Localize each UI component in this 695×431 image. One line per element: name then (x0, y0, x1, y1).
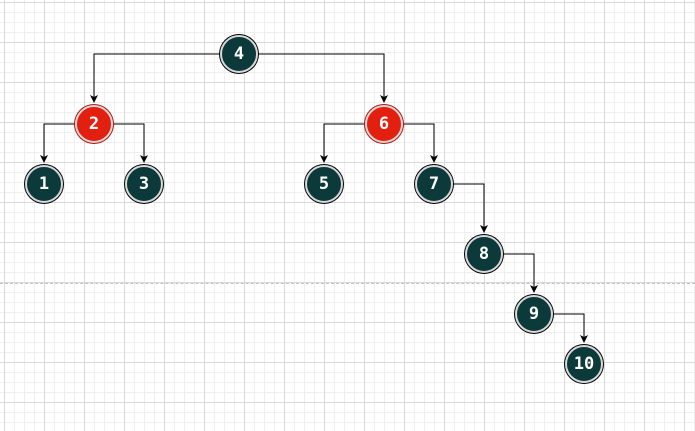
node-label: 5 (318, 173, 330, 194)
node-label: 8 (478, 243, 490, 264)
node-label: 3 (138, 173, 150, 194)
edge-4-2 (90, 53, 220, 103)
node-label: 9 (528, 303, 540, 324)
node-label: 10 (573, 353, 595, 374)
tree-node-10[interactable]: 10 (565, 345, 603, 383)
tree-node-8[interactable]: 8 (465, 235, 503, 273)
node-label: 1 (38, 173, 50, 194)
tree-node-5[interactable]: 5 (305, 165, 343, 203)
edge-2-1 (40, 123, 75, 163)
page-break-line (0, 283, 695, 284)
node-label: 7 (428, 173, 440, 194)
node-label: 2 (88, 113, 100, 134)
edge-6-5 (320, 123, 365, 163)
tree-node-2[interactable]: 2 (75, 105, 113, 143)
edge-8-9 (503, 253, 538, 293)
tree-node-9[interactable]: 9 (515, 295, 553, 333)
node-label: 4 (233, 43, 245, 64)
tree-node-4[interactable]: 4 (220, 35, 258, 73)
node-label: 6 (378, 113, 390, 134)
tree-node-7[interactable]: 7 (415, 165, 453, 203)
edge-6-7 (403, 123, 438, 163)
tree-node-3[interactable]: 3 (125, 165, 163, 203)
edge-4-6 (258, 53, 388, 103)
edge-2-3 (113, 123, 148, 163)
tree-node-6[interactable]: 6 (365, 105, 403, 143)
edge-9-10 (553, 313, 588, 343)
tree-node-1[interactable]: 1 (25, 165, 63, 203)
edge-7-8 (453, 183, 488, 233)
